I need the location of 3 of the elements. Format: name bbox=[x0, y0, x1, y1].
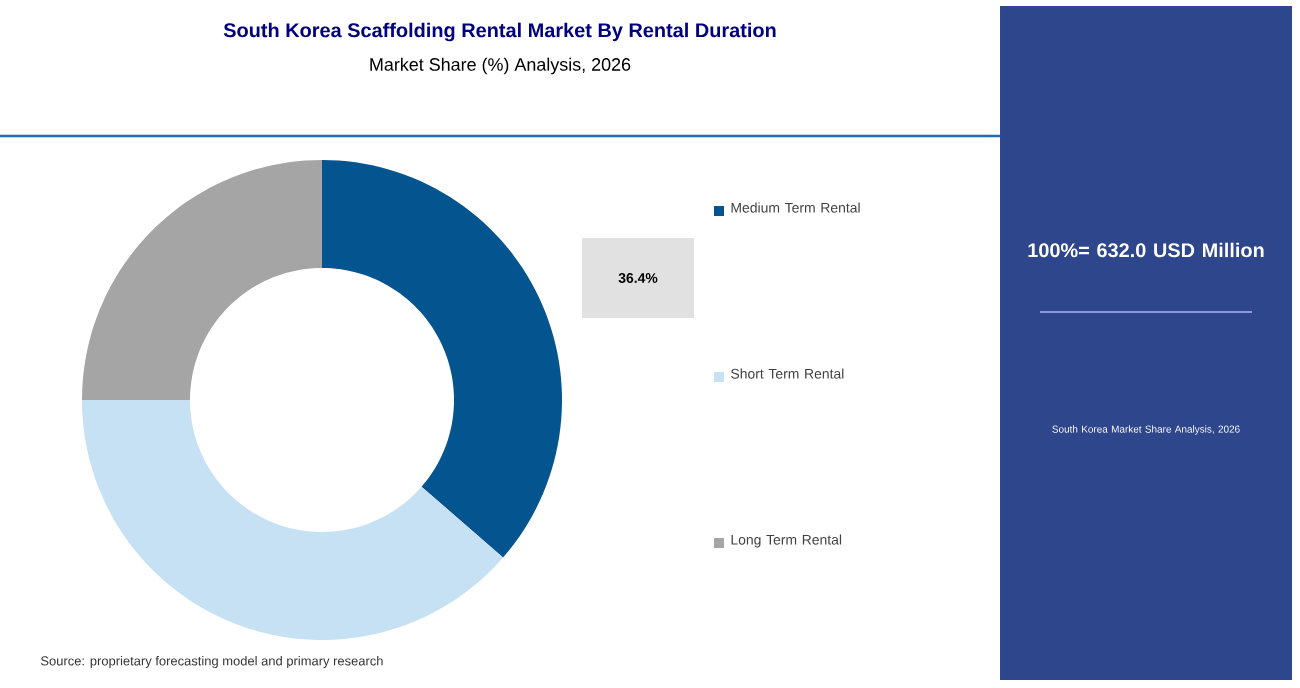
text: 100%= 632.0 USD Million bbox=[1028, 242, 1264, 258]
chart-subtitle: Market Share (%) Analysis, 2026 bbox=[370, 57, 631, 75]
chart-title: South Korea Scaffolding Rental Market By Rental Duration bbox=[223, 22, 776, 42]
